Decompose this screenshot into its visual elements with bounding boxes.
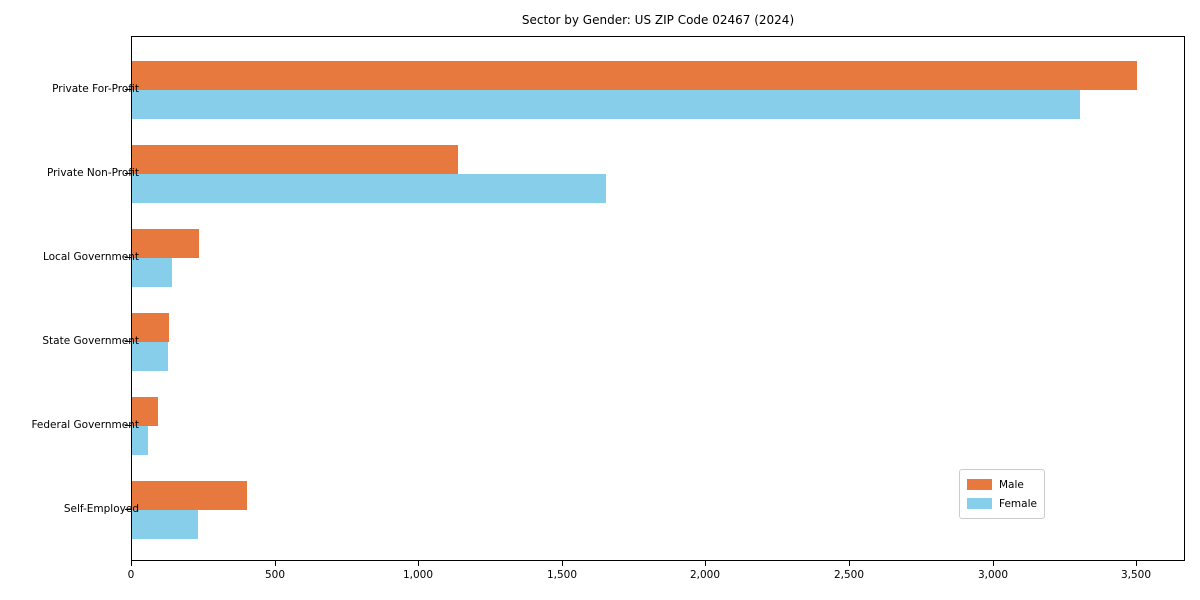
y-axis-tick [125, 172, 131, 174]
x-axis-tick [849, 561, 850, 566]
y-axis-category-label: Self-Employed [63, 502, 139, 515]
x-axis-tick-label: 1,000 [402, 569, 434, 581]
male-color-swatch [967, 479, 992, 490]
legend-label-female: Female [999, 497, 1037, 510]
female-color-swatch [967, 498, 992, 509]
x-axis-tick-label: 0 [127, 569, 135, 581]
bar-female-self-employed [132, 509, 198, 539]
x-axis-tick-label: 3,000 [977, 569, 1009, 581]
bar-female-private-for-profit [132, 89, 1080, 119]
bar-male-local-government [132, 228, 199, 258]
y-axis-category-label: Private For-Profit [52, 82, 139, 95]
x-axis-tick [993, 561, 994, 566]
chart-title: Sector by Gender: US ZIP Code 02467 (202… [521, 13, 795, 27]
x-axis-tick [418, 561, 419, 566]
bar-female-private-non-profit [132, 173, 606, 203]
y-axis-category-label: Federal Government [31, 418, 139, 431]
legend: Male Female [959, 469, 1045, 519]
x-axis-tick [275, 561, 276, 566]
legend-item-male: Male [967, 475, 1036, 494]
y-axis-tick [125, 88, 131, 90]
x-axis-tick-label: 500 [264, 569, 286, 581]
y-axis-category-label: Private Non-Profit [46, 166, 139, 179]
bar-male-state-government [132, 312, 169, 342]
y-axis-tick [125, 340, 131, 342]
bar-female-federal-government [132, 425, 148, 455]
bar-female-local-government [132, 257, 172, 287]
x-axis-tick-label: 3,500 [1120, 569, 1152, 581]
x-axis-tick [705, 561, 706, 566]
bar-male-private-non-profit [132, 144, 458, 174]
bar-male-self-employed [132, 480, 247, 510]
plot-area [131, 36, 1185, 561]
y-axis-category-label: State Government [42, 334, 139, 347]
x-axis-tick-label: 1,500 [546, 569, 578, 581]
x-axis-tick [1136, 561, 1137, 566]
x-axis-tick [562, 561, 563, 566]
y-axis-tick [125, 256, 131, 258]
bar-male-federal-government [132, 396, 158, 426]
y-axis-tick [125, 508, 131, 510]
x-axis-tick-label: 2,500 [833, 569, 865, 581]
bar-male-private-for-profit [132, 60, 1137, 90]
y-axis-tick [125, 424, 131, 426]
bar-female-state-government [132, 341, 168, 371]
legend-label-male: Male [999, 478, 1024, 491]
x-axis-tick [131, 561, 132, 566]
x-axis-tick-label: 2,000 [689, 569, 721, 581]
legend-item-female: Female [967, 494, 1037, 513]
y-axis-category-label: Local Government [42, 250, 139, 263]
